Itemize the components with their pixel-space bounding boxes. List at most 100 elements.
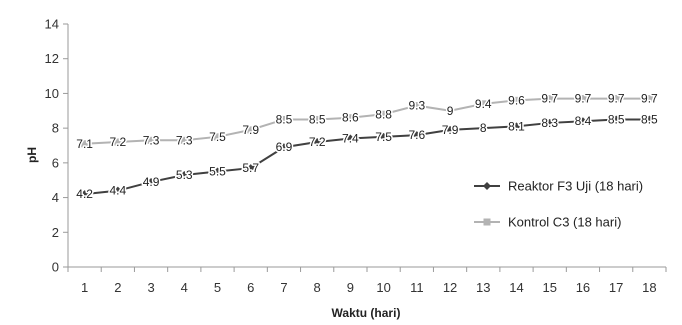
x-tick-label: 15 bbox=[542, 280, 556, 295]
data-label: 7.9 bbox=[442, 123, 459, 137]
data-point bbox=[512, 122, 521, 131]
data-point bbox=[147, 177, 156, 186]
data-label: 8.6 bbox=[342, 111, 359, 125]
data-point bbox=[412, 131, 421, 140]
data-point bbox=[379, 132, 388, 141]
x-tick-label: 1 bbox=[81, 280, 88, 295]
data-label: 9.4 bbox=[475, 97, 492, 111]
data-label: 9.3 bbox=[408, 99, 425, 113]
data-point bbox=[80, 190, 89, 199]
y-tick-label: 8 bbox=[52, 121, 59, 136]
y-tick-label: 10 bbox=[45, 86, 59, 101]
y-tick-label: 4 bbox=[52, 190, 59, 205]
data-label: 9.7 bbox=[608, 92, 625, 106]
series-line bbox=[84, 97, 650, 145]
data-point bbox=[214, 133, 221, 141]
data-label: 7.6 bbox=[408, 128, 425, 142]
x-tick-label: 17 bbox=[609, 280, 623, 295]
y-tick-label: 6 bbox=[52, 155, 59, 170]
data-point bbox=[645, 115, 654, 124]
data-label: 7.9 bbox=[242, 123, 259, 137]
data-label: 8.5 bbox=[608, 112, 625, 126]
x-tick-label: 10 bbox=[376, 280, 390, 295]
data-point bbox=[645, 95, 653, 103]
data-label: 5.5 bbox=[209, 165, 226, 179]
x-tick-label: 11 bbox=[410, 280, 424, 295]
data-point bbox=[113, 186, 122, 195]
data-label: 7.3 bbox=[143, 133, 160, 147]
data-point bbox=[446, 125, 455, 134]
data-label: 9.6 bbox=[508, 93, 525, 107]
data-label: 5.7 bbox=[242, 161, 259, 175]
data-point bbox=[279, 143, 288, 152]
data-point bbox=[81, 140, 89, 148]
data-label: 7.5 bbox=[209, 130, 226, 144]
data-point bbox=[346, 114, 354, 122]
data-label: 8.5 bbox=[641, 112, 658, 126]
data-label: 5.3 bbox=[176, 168, 193, 182]
x-tick-label: 18 bbox=[642, 280, 656, 295]
data-point bbox=[546, 95, 554, 103]
data-label: 7.1 bbox=[76, 137, 93, 151]
data-point bbox=[479, 100, 487, 108]
data-point bbox=[213, 167, 222, 176]
data-point bbox=[247, 126, 255, 134]
data-point bbox=[612, 95, 620, 103]
x-tick-label: 5 bbox=[214, 280, 221, 295]
data-label: 7.4 bbox=[342, 132, 359, 146]
x-tick-label: 13 bbox=[476, 280, 490, 295]
legend-label: Kontrol C3 (18 hari) bbox=[508, 215, 621, 230]
x-tick-label: 7 bbox=[280, 280, 287, 295]
data-label: 8.8 bbox=[375, 107, 392, 121]
data-label: 8.5 bbox=[276, 112, 293, 126]
data-label: 4.2 bbox=[76, 187, 93, 201]
data-point bbox=[579, 95, 587, 103]
x-tick-label: 3 bbox=[147, 280, 154, 295]
data-point bbox=[114, 138, 122, 146]
y-tick-label: 2 bbox=[52, 225, 59, 240]
y-axis-title: pH bbox=[25, 147, 39, 163]
data-label: 9.7 bbox=[575, 92, 592, 106]
data-label: 8.4 bbox=[575, 114, 592, 128]
y-tick-label: 14 bbox=[45, 17, 59, 32]
x-tick-label: 9 bbox=[347, 280, 354, 295]
data-point bbox=[180, 171, 189, 180]
data-point bbox=[545, 118, 554, 127]
legend-marker bbox=[483, 182, 491, 190]
x-tick-label: 6 bbox=[247, 280, 254, 295]
data-label: 4.4 bbox=[109, 184, 126, 198]
x-tick-label: 14 bbox=[509, 280, 523, 295]
data-point bbox=[280, 115, 288, 123]
data-point bbox=[313, 115, 321, 123]
data-label: 8.5 bbox=[309, 112, 326, 126]
data-label: 8.1 bbox=[508, 119, 525, 133]
y-tick-label: 12 bbox=[45, 51, 59, 66]
data-label: 9 bbox=[447, 104, 454, 118]
legend-marker bbox=[483, 218, 491, 226]
data-label: 7.3 bbox=[176, 133, 193, 147]
data-label: 6.9 bbox=[276, 140, 293, 154]
data-label: 8.3 bbox=[541, 116, 558, 130]
y-tick-label: 0 bbox=[52, 260, 59, 275]
data-point bbox=[180, 136, 188, 144]
data-point bbox=[246, 164, 255, 173]
data-label: 9.7 bbox=[641, 92, 658, 106]
data-point bbox=[612, 115, 621, 124]
data-label: 7.2 bbox=[309, 135, 326, 149]
legend-label: Reaktor F3 Uji (18 hari) bbox=[508, 179, 643, 194]
x-tick-label: 4 bbox=[181, 280, 188, 295]
data-point bbox=[380, 110, 388, 118]
x-tick-label: 2 bbox=[114, 280, 121, 295]
data-label: 8 bbox=[480, 121, 487, 135]
data-point bbox=[446, 107, 454, 115]
x-axis-title: Waktu (hari) bbox=[332, 306, 401, 320]
data-point bbox=[578, 117, 587, 126]
x-tick-label: 16 bbox=[576, 280, 590, 295]
data-point bbox=[147, 136, 155, 144]
series-line bbox=[84, 118, 650, 196]
data-point bbox=[513, 96, 520, 104]
data-label: 9.7 bbox=[541, 92, 558, 106]
data-point bbox=[346, 134, 355, 143]
data-point bbox=[413, 102, 421, 110]
